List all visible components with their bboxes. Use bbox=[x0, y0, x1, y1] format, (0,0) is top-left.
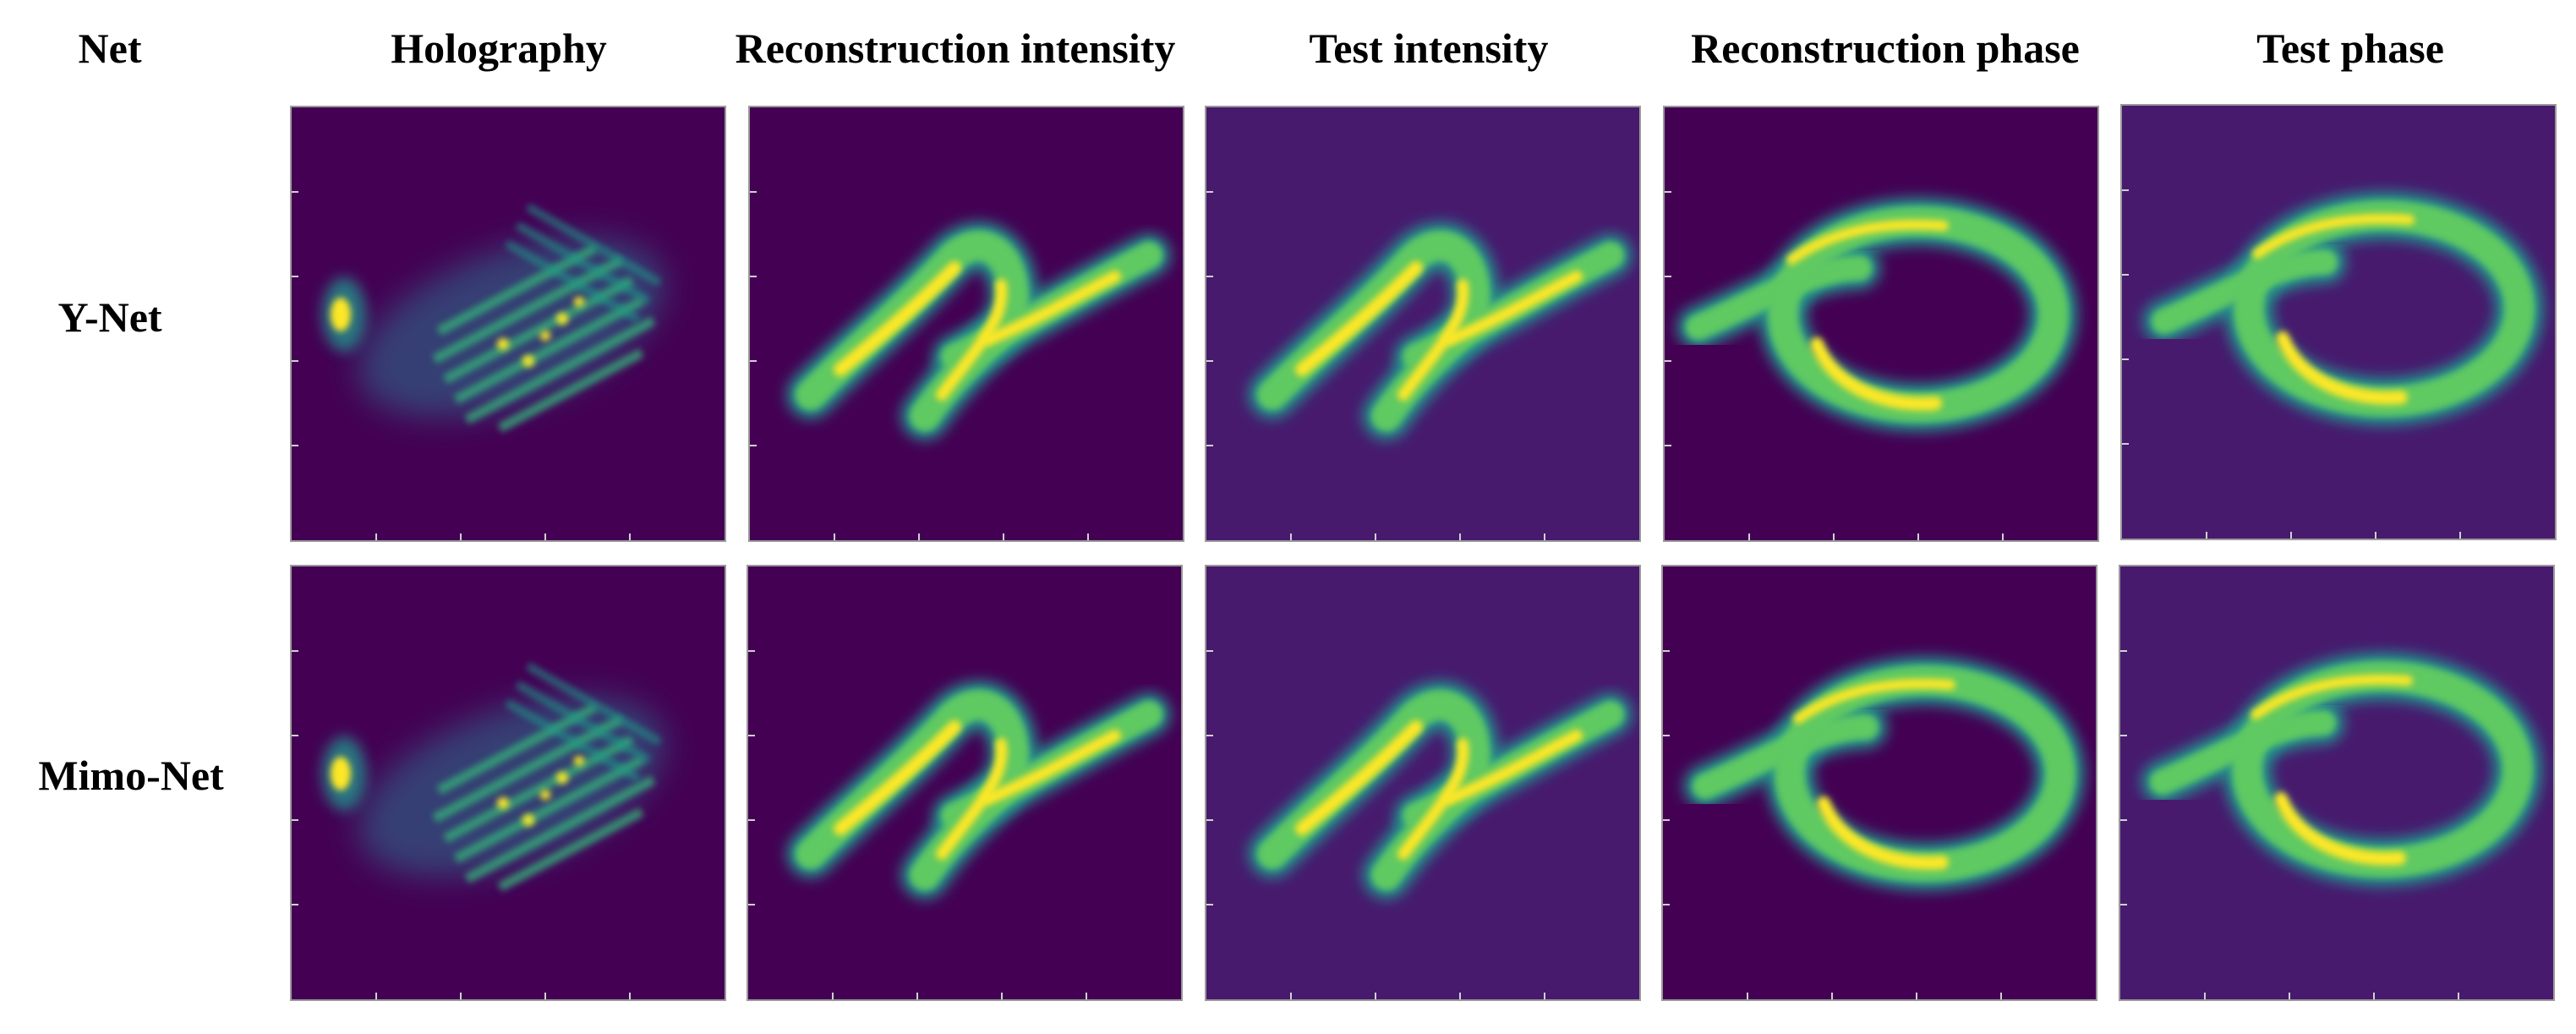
ynet-holography-image bbox=[290, 106, 726, 542]
row-label-mimonet: Mimo-Net bbox=[38, 752, 224, 799]
ynet-recon-phase-plot bbox=[1665, 107, 2097, 540]
mimonet-test-intensity-plot bbox=[1206, 566, 1639, 999]
header-test-intensity: Test intensity bbox=[1309, 25, 1549, 72]
mimonet-holography-image bbox=[290, 565, 726, 1001]
ynet-recon-intensity-plot bbox=[750, 107, 1183, 540]
row-label-ynet: Y-Net bbox=[57, 293, 162, 341]
ynet-test-phase-image bbox=[2120, 104, 2557, 540]
ynet-recon-phase-image bbox=[1663, 106, 2099, 542]
mimonet-test-intensity-image bbox=[1205, 565, 1641, 1001]
ynet-test-intensity-image bbox=[1205, 106, 1641, 542]
mimonet-holography-plot bbox=[292, 566, 725, 999]
mimonet-recon-phase-image bbox=[1661, 565, 2097, 1001]
mimonet-test-phase-image bbox=[2119, 565, 2555, 1001]
mimonet-test-phase-plot bbox=[2120, 566, 2553, 999]
ynet-test-phase-plot bbox=[2122, 106, 2555, 539]
mimonet-recon-intensity-plot bbox=[748, 566, 1181, 999]
header-test-phase: Test phase bbox=[2256, 25, 2444, 72]
header-recon-phase: Reconstruction phase bbox=[1691, 25, 2080, 72]
header-net: Net bbox=[78, 25, 142, 72]
ynet-holography-plot bbox=[292, 107, 725, 540]
mimonet-recon-phase-plot bbox=[1663, 566, 2096, 999]
header-holography: Holography bbox=[391, 25, 607, 72]
header-recon-intensity: Reconstruction intensity bbox=[735, 25, 1176, 72]
ynet-test-intensity-plot bbox=[1206, 107, 1639, 540]
mimonet-recon-intensity-image bbox=[747, 565, 1183, 1001]
ynet-recon-intensity-image bbox=[748, 106, 1184, 542]
